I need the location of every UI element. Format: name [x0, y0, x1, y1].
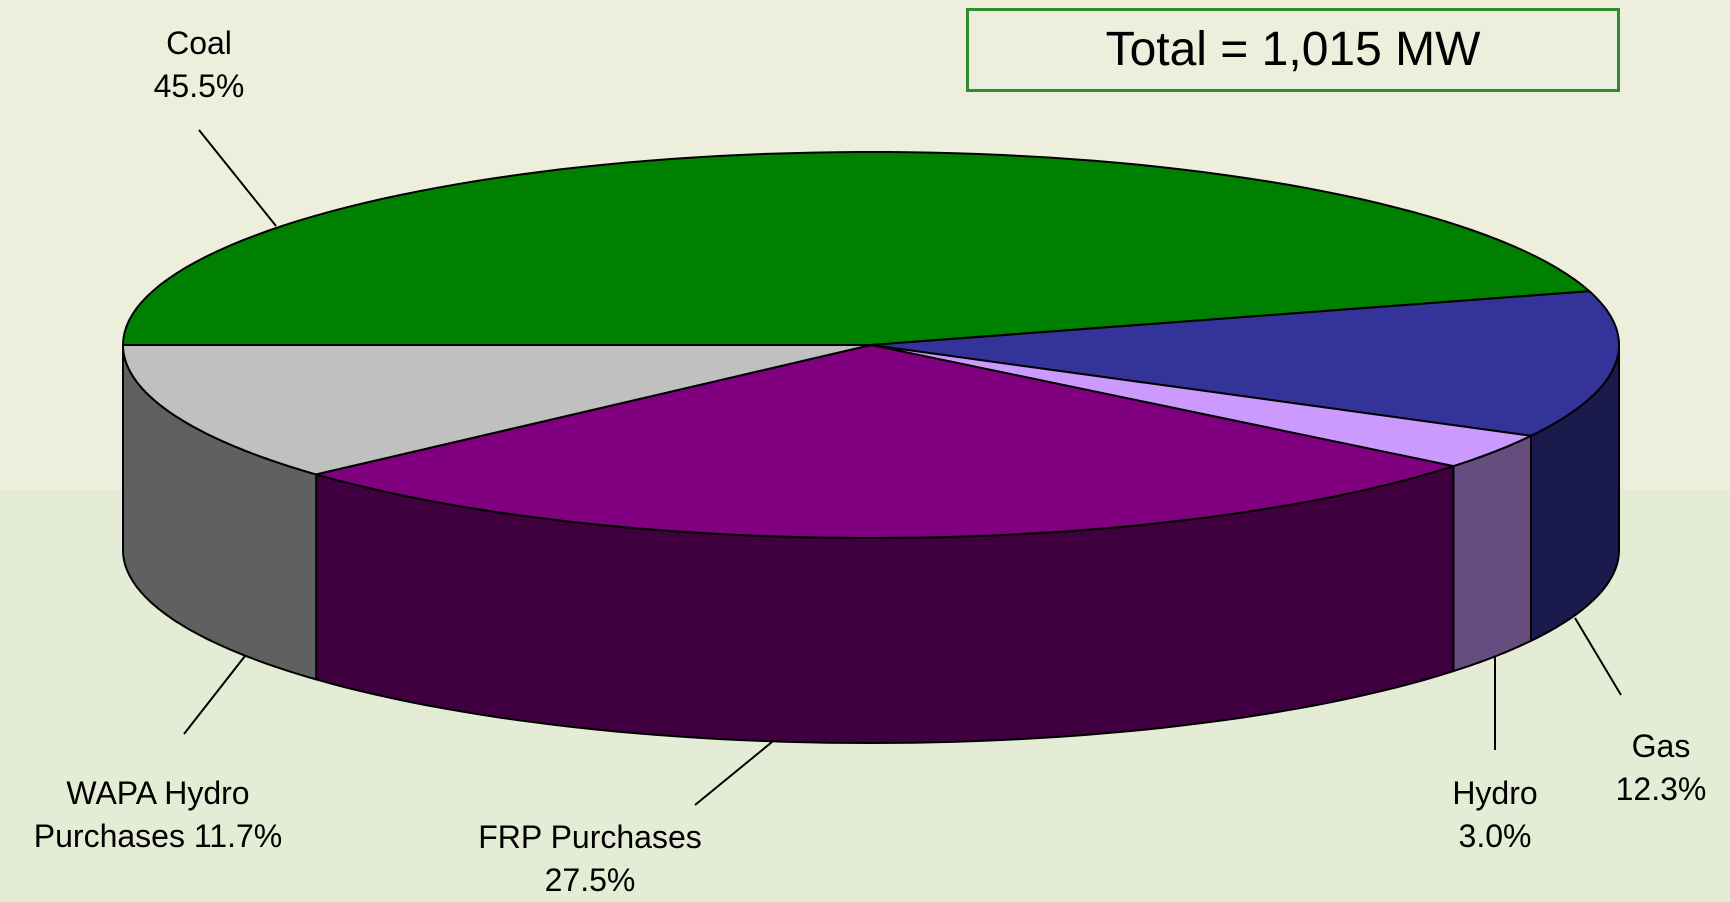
total-annotation: Total = 1,015 MW — [966, 8, 1620, 92]
leader-line — [694, 741, 773, 806]
slice — [870, 290, 1620, 437]
leader-line — [198, 129, 277, 227]
value-label: 11.7% — [193, 818, 283, 854]
category-label: Hydro — [1452, 775, 1538, 811]
slice-label: Hydro 3.0% — [1445, 772, 1545, 858]
slice — [121, 151, 1592, 346]
value-label: 3.0% — [1458, 818, 1532, 854]
slice-label: Gas 12.3% — [1606, 725, 1716, 811]
category-label: Gas — [1631, 728, 1691, 764]
category-label: Coal — [166, 25, 232, 61]
value-label: 45.5% — [153, 68, 245, 104]
slice-label: FRP Purchases 27.5% — [445, 816, 735, 902]
leader-line — [1574, 617, 1622, 696]
slice-label: WAPA Hydro Purchases 11.7% — [8, 772, 308, 858]
value-label: 12.3% — [1615, 771, 1707, 807]
slice — [312, 343, 1458, 539]
category-label: FRP Purchases — [478, 819, 702, 855]
slice-label: Coal 45.5% — [134, 22, 264, 108]
leader-lines — [183, 129, 1622, 806]
pie-sides — [122, 344, 1620, 745]
category-label: WAPA Hydro Purchases — [33, 775, 250, 854]
pie-tops — [121, 151, 1620, 539]
slice — [122, 344, 872, 476]
value-label: 27.5% — [544, 862, 636, 898]
slice — [870, 344, 1535, 468]
slice-side — [1452, 434, 1532, 673]
leader-line — [183, 655, 246, 735]
